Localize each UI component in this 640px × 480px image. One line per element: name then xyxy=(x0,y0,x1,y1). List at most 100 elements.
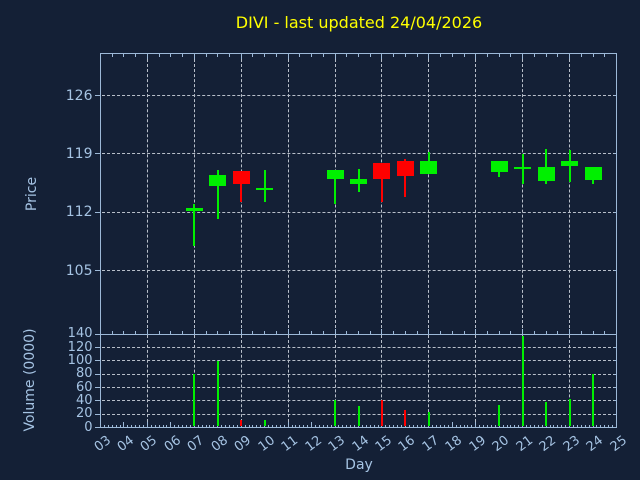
axis-tick xyxy=(592,331,594,334)
axis-tick xyxy=(569,54,571,59)
axis-tick xyxy=(573,424,574,427)
axis-tick xyxy=(440,54,442,57)
axis-tick xyxy=(613,333,617,335)
axis-tick xyxy=(111,331,113,334)
axis-tick xyxy=(404,331,406,334)
axis-tick xyxy=(502,424,504,427)
candle-wick xyxy=(545,148,548,184)
axis-tick xyxy=(268,424,270,427)
axis-tick xyxy=(94,347,101,349)
candle-body xyxy=(490,160,508,173)
axis-tick xyxy=(264,331,266,334)
candle-wick xyxy=(380,163,383,203)
axis-tick xyxy=(279,424,281,427)
grid-line-vertical xyxy=(334,335,336,427)
candle-body xyxy=(209,174,227,186)
grid-line-horizontal xyxy=(101,360,616,362)
volume-bar xyxy=(193,374,196,427)
axis-tick xyxy=(510,54,512,57)
axis-tick xyxy=(416,424,418,427)
axis-tick xyxy=(311,331,313,334)
axis-tick xyxy=(287,54,289,59)
volume-bar xyxy=(545,402,548,427)
axis-tick xyxy=(613,270,617,272)
grid-line-vertical xyxy=(381,335,383,427)
candle-wick xyxy=(240,170,243,203)
axis-tick xyxy=(358,54,359,57)
axis-tick xyxy=(354,424,356,427)
axis-tick xyxy=(451,54,453,57)
axis-tick xyxy=(123,331,125,334)
axis-tick xyxy=(217,331,219,334)
candle-body xyxy=(326,169,344,179)
axis-tick xyxy=(170,422,172,427)
axis-tick xyxy=(377,424,379,427)
volume-bar xyxy=(521,335,524,427)
axis-tick xyxy=(338,424,340,427)
volume-bar xyxy=(404,410,407,427)
axis-tick xyxy=(463,331,465,334)
axis-tick xyxy=(135,424,137,427)
axis-tick xyxy=(178,424,180,427)
grid-line-vertical xyxy=(193,54,195,333)
axis-tick xyxy=(193,329,195,334)
axis-tick xyxy=(584,424,586,427)
axis-tick xyxy=(283,424,285,427)
axis-tick xyxy=(451,331,453,334)
axis-tick xyxy=(432,424,434,427)
axis-tick xyxy=(365,424,367,427)
axis-tick xyxy=(131,424,133,427)
axis-tick xyxy=(494,424,496,427)
grid-line-vertical xyxy=(428,335,430,427)
axis-tick xyxy=(592,54,594,57)
axis-tick xyxy=(487,424,488,427)
axis-tick xyxy=(455,424,457,427)
candle-wick xyxy=(263,169,266,203)
volume-axis-label: Volume (0000) xyxy=(22,328,38,432)
candle-body xyxy=(256,188,274,191)
axis-tick xyxy=(346,331,348,334)
volume-bar xyxy=(498,404,501,427)
axis-tick xyxy=(94,95,101,97)
axis-tick xyxy=(471,424,473,427)
axis-tick xyxy=(182,54,184,57)
axis-tick xyxy=(381,329,383,334)
axis-tick xyxy=(232,424,234,427)
candle-body xyxy=(514,167,532,170)
axis-tick xyxy=(530,424,531,427)
axis-tick xyxy=(613,211,617,213)
grid-line-vertical xyxy=(569,335,571,427)
axis-tick xyxy=(311,54,313,57)
axis-tick xyxy=(94,153,101,155)
price-tick-label: 112 xyxy=(65,204,93,221)
axis-tick xyxy=(533,331,535,334)
grid-line-vertical xyxy=(146,54,148,333)
axis-tick xyxy=(479,424,481,427)
axis-tick xyxy=(416,54,418,57)
axis-tick xyxy=(346,54,348,57)
axis-tick xyxy=(557,54,559,57)
axis-tick xyxy=(322,54,324,57)
axis-tick xyxy=(424,424,426,427)
axis-tick xyxy=(150,424,152,427)
grid-line-vertical xyxy=(240,335,242,427)
axis-tick xyxy=(576,424,578,427)
axis-tick xyxy=(275,331,277,334)
axis-tick xyxy=(369,331,371,334)
axis-tick xyxy=(545,331,547,334)
axis-tick xyxy=(221,424,223,427)
price-tick-label: 119 xyxy=(65,145,93,162)
axis-tick xyxy=(205,424,207,427)
axis-tick xyxy=(541,424,543,427)
axis-tick xyxy=(408,424,410,427)
axis-tick xyxy=(295,424,297,427)
axis-tick xyxy=(170,331,172,334)
axis-tick xyxy=(94,400,101,402)
axis-tick xyxy=(135,331,137,334)
chart-title: DIVI - last updated 24/04/2026 xyxy=(235,13,483,32)
axis-tick xyxy=(401,424,402,427)
axis-tick xyxy=(393,331,395,334)
axis-tick xyxy=(580,331,582,334)
axis-tick xyxy=(428,54,430,59)
candle-body xyxy=(185,208,203,211)
